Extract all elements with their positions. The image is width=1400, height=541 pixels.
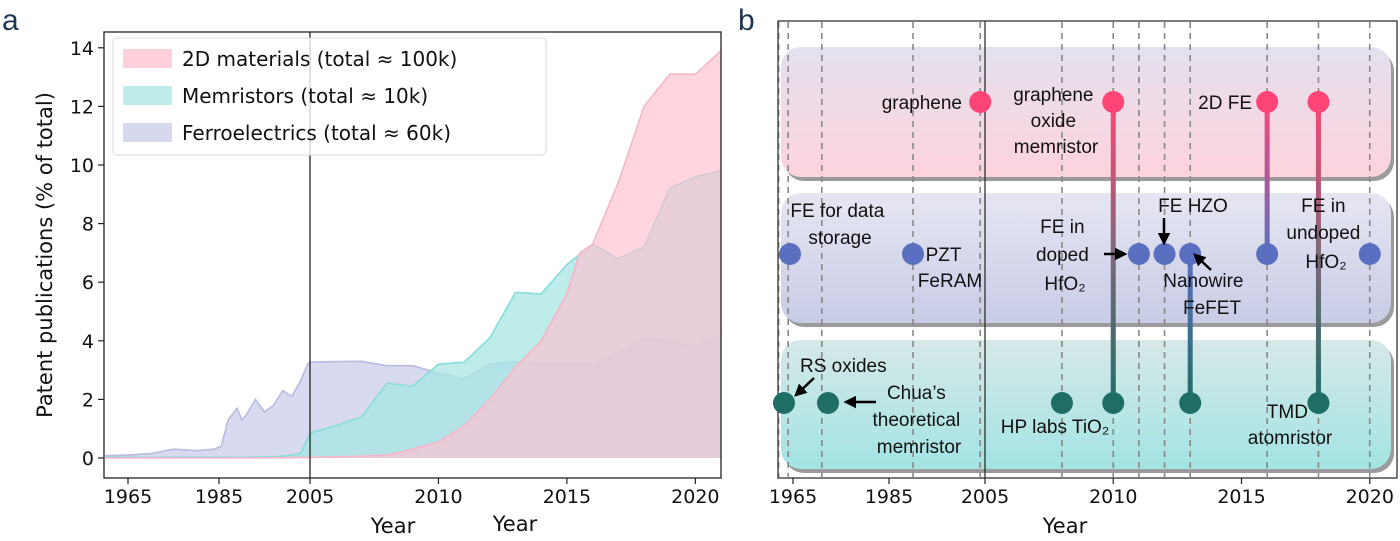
event-label-2d-fe: 2D FE <box>1198 93 1252 114</box>
event-label-hp-labs-tio2: HP labs TiO₂ <box>1001 417 1109 438</box>
x-axis: 1965 1985 2005 2010 2015 2020 <box>769 478 1394 508</box>
timeline-frame <box>777 20 1398 479</box>
y-axis: 0 2 4 6 8 10 12 14 <box>70 38 104 470</box>
legend-label-memristors: Memristors (total ≈ 10k) <box>182 84 428 108</box>
y-tick-label: 8 <box>82 214 94 236</box>
area-2d-materials <box>105 50 722 458</box>
event-dot-memristors-1971 <box>817 392 839 414</box>
event-dot-2d-materials-2010 <box>1102 91 1125 113</box>
x-tick-label: 2010 <box>1089 486 1137 508</box>
x-tick-label: 1985 <box>865 486 913 508</box>
event-label-fe-data-storage: FE for data storage <box>790 201 889 249</box>
event-label-chua-memristor: Chua’s theoretical memristor <box>873 383 966 458</box>
x-tick-label: 2015 <box>1217 486 1265 508</box>
y-axis-title: Patent publications (% of total) <box>33 92 57 418</box>
connector-2018 <box>1315 102 1321 403</box>
event-dot-2d-materials-2016 <box>1256 91 1279 113</box>
legend-label-2d-materials: 2D materials (total ≈ 100k) <box>182 47 457 71</box>
legend-swatch-memristors <box>123 86 172 105</box>
event-dot-memristors-2018 <box>1307 392 1330 414</box>
event-label-fe-undoped-hfo2: FE in undoped HfO₂ <box>1286 196 1365 273</box>
x-axis: 1965 1985 2005 2010 2015 2020 <box>104 478 720 508</box>
arrow-rs-oxides <box>794 377 815 397</box>
x-tick-label: 2020 <box>1346 486 1394 508</box>
x-axis-title: Year <box>370 514 416 538</box>
arrow-nanowire-fefet <box>1193 253 1212 271</box>
panel-b-timeline: 1965 1985 2005 2010 2015 2020 Year graphene g… <box>769 20 1398 538</box>
event-dot-ferroelectrics-2016 <box>1256 243 1279 265</box>
event-dot-ferroelectrics-2020 <box>1358 243 1381 265</box>
legend: 2D materials (total ≈ 100k) Memristors (… <box>112 37 547 156</box>
y-tick-label: 2 <box>82 389 94 411</box>
y-tick-label: 0 <box>82 448 94 470</box>
x-axis-title: Year <box>1042 514 1088 538</box>
connector-2016 <box>1264 102 1270 254</box>
event-dot-ferroelectrics-2013 <box>1179 243 1202 265</box>
connector-layer <box>1110 102 1321 403</box>
event-dot-layer <box>773 91 1381 414</box>
event-dot-2d-materials-2004 <box>969 91 992 113</box>
event-dot-ferroelectrics-2012 <box>1153 243 1176 265</box>
connector-2013 <box>1187 254 1193 403</box>
panel-label-a: a <box>2 4 19 37</box>
event-label-fe-doped-hfo2: FE in doped HfO₂ <box>1036 217 1094 295</box>
panel-label-b: b <box>738 4 755 37</box>
x-tick-label: 2010 <box>414 486 462 508</box>
event-dot-memristors-2010 <box>1102 392 1125 414</box>
event-label-rs-oxides: RS oxides <box>800 356 887 377</box>
event-dot-memristors-2008 <box>1050 392 1073 414</box>
x-axis-title-secondary: Year <box>492 512 538 536</box>
event-label-graphene: graphene <box>882 93 962 114</box>
event-labels: graphene graphene oxide memristor 2D FE … <box>790 85 1365 458</box>
event-label-tmd-atomristor: TMD atomristor <box>1248 402 1333 449</box>
event-label-nanowire-fefet: Nanowire FeFET <box>1163 271 1249 319</box>
lane-layer <box>781 47 1394 473</box>
event-label-graphene-oxide-memristor: graphene oxide memristor <box>1013 85 1099 158</box>
event-dot-2d-materials-2018 <box>1307 91 1330 113</box>
annotation-arrows <box>794 218 1212 409</box>
legend-box <box>112 37 547 156</box>
connector-2010 <box>1110 102 1116 403</box>
legend-swatch-ferroelectrics <box>123 123 172 142</box>
line-2d-materials <box>105 50 722 459</box>
lane-ferroelectrics <box>781 193 1391 323</box>
y-tick-label: 4 <box>82 331 94 353</box>
y-tick-label: 12 <box>70 96 94 118</box>
legend-swatch-2d-materials <box>123 49 172 68</box>
x-tick-label: 2005 <box>286 486 334 508</box>
event-dot-memristors-1962 <box>773 392 795 414</box>
x-tick-label: 1985 <box>195 486 243 508</box>
x-tick-label: 2005 <box>961 486 1009 508</box>
lane-2d-materials <box>781 47 1391 177</box>
y-tick-label: 14 <box>70 38 94 60</box>
legend-label-ferroelectrics: Ferroelectrics (total ≈ 60k) <box>182 121 451 145</box>
event-label-fe-hzo: FE HZO <box>1158 196 1228 217</box>
event-dot-ferroelectrics-1990 <box>902 243 924 265</box>
x-tick-label: 1965 <box>769 486 817 508</box>
panel-a-chart: 0 2 4 6 8 10 12 14 1965 1985 2005 2010 2015 2020 Pat… <box>33 31 722 538</box>
x-tick-label: 1965 <box>104 486 152 508</box>
x-tick-label: 2015 <box>543 486 591 508</box>
event-dot-ferroelectrics-1964 <box>779 243 801 265</box>
event-dot-ferroelectrics-2011 <box>1127 243 1150 265</box>
area-layer <box>105 50 722 459</box>
y-tick-label: 10 <box>70 155 94 177</box>
plot-frame <box>103 31 722 479</box>
y-tick-label: 6 <box>82 272 94 294</box>
x-tick-label: 2020 <box>671 486 719 508</box>
lane-memristors <box>781 340 1391 469</box>
event-dot-memristors-2013 <box>1179 392 1202 414</box>
event-label-pzt-feram: PZT FeRAM <box>918 245 982 292</box>
